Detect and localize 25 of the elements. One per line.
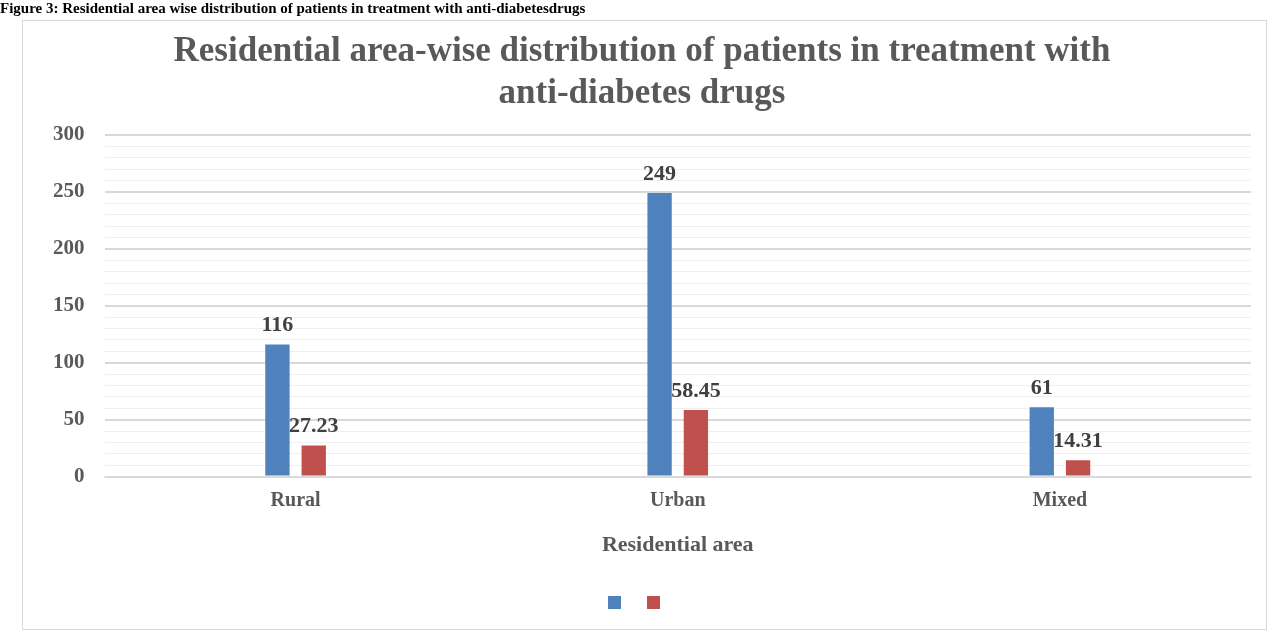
x-tick-label: Mixed [1032,487,1088,510]
x-tick-label: Rural [270,487,322,510]
chart-title: Residential area-wise distribution of patients in treatment with anti-diabetes drugs [173,30,1111,112]
y-tick-label: 150 [53,292,85,317]
data-label: 14.31 [1053,426,1103,452]
data-label: 116 [261,311,294,337]
data-label: 58.45 [671,376,721,402]
x-tick-label: Urban [649,487,706,510]
caption: Figure 3: Residential area wise distribution of patients in treatment with anti-diabetesdrugs [0,0,586,17]
bar [301,445,326,476]
y-tick-label: 300 [53,121,85,146]
y-tick-label: 250 [53,178,85,203]
bar [265,344,290,476]
bar [683,410,709,476]
data-label: 61 [1030,373,1053,399]
y-tick-label: 50 [63,406,85,431]
x-axis-title: Residential area [601,531,754,557]
bar [1029,407,1054,476]
bar [1065,460,1091,476]
y-tick-label: 100 [53,349,85,374]
y-tick-label: 200 [53,235,85,260]
data-label: 27.23 [288,412,339,438]
y-tick-label: 0 [74,463,85,488]
data-label: 249 [643,159,677,185]
bar [647,193,672,476]
